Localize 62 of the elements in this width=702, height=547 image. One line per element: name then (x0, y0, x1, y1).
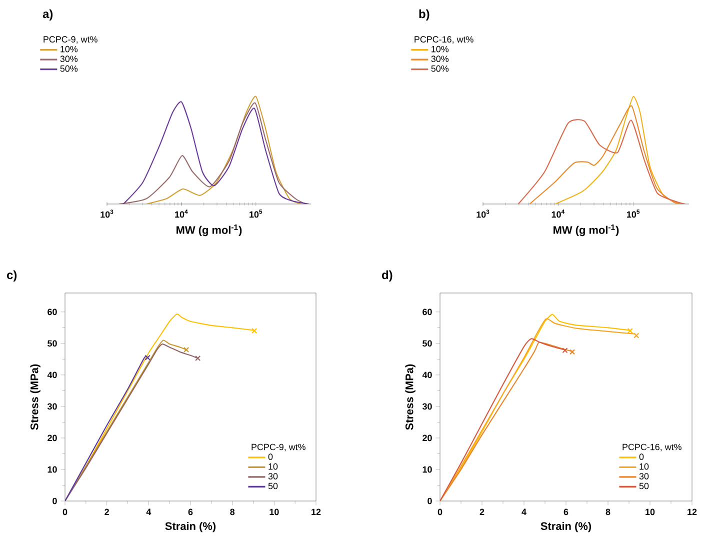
legend-label: 10% (432, 46, 449, 52)
legend-label: 50 (268, 482, 278, 490)
x-axis-title: Strain (%) (165, 522, 216, 532)
y-tick-label: 0 (52, 498, 57, 504)
x-tick-label: 2 (104, 508, 109, 516)
x-tick-label: 4 (522, 508, 526, 515)
y-tick-label: 20 (48, 434, 57, 442)
legend-title: PCPC-9, wt% (44, 36, 98, 44)
legend-label: 10% (60, 46, 78, 52)
legend-label: 30 (639, 473, 649, 480)
legend-label: 10 (268, 463, 278, 470)
y-tick-label: 40 (47, 372, 57, 378)
y-tick-label: 30 (47, 403, 57, 410)
legend-title: PCPC-16, wt% (622, 444, 682, 452)
x-axis-title: Strain (%) (540, 522, 592, 532)
x-tick-label: 6 (188, 508, 193, 516)
x-tick-label: 10$^{4}$ (175, 210, 188, 218)
y-tick-label: 60 (422, 308, 432, 316)
x-tick-label: 10 (646, 508, 655, 516)
y-axis-title: Stress (MPa) (30, 364, 40, 430)
chart-title: a) (42, 9, 53, 20)
y-tick-label: 50 (422, 340, 432, 347)
x-tick-label: 10 (270, 508, 279, 516)
x-tick-label: 10$^{5}$ (627, 210, 640, 218)
legend-label: 30% (431, 56, 449, 62)
x-tick-label: 10$^{5}$ (250, 210, 262, 218)
x-tick-label: 8 (606, 508, 610, 516)
legend-title: PCPC-9, wt% (252, 444, 306, 452)
x-tick-label: 10$^{3}$ (476, 210, 490, 218)
x-tick-label: 8 (230, 508, 235, 516)
y-tick-label: 10 (422, 466, 432, 473)
legend-label: 0 (639, 454, 644, 460)
y-tick-label: 0 (428, 498, 432, 504)
x-tick-label: 4 (146, 508, 152, 515)
legend-label: 10 (640, 463, 649, 470)
legend-label: 0 (268, 454, 273, 460)
legend-label: 50 (639, 482, 649, 490)
y-axis-title: Stress (MPa) (405, 364, 416, 430)
x-tick-label: 2 (480, 508, 484, 516)
y-tick-label: 50 (48, 340, 57, 347)
y-tick-label: 30 (422, 403, 432, 410)
chart-title: c) (6, 270, 17, 282)
legend-label: 30 (268, 473, 278, 480)
x-tick-label: 12 (312, 508, 321, 516)
x-tick-label: 10$^{4}$ (552, 210, 565, 218)
x-tick-label: 12 (688, 508, 697, 516)
x-tick-label: 0 (438, 508, 442, 516)
chart-title: d) (382, 270, 392, 282)
y-tick-label: 20 (422, 434, 432, 442)
legend-label: 50% (60, 65, 78, 72)
legend-title: PCPC-16, wt% (414, 36, 474, 44)
chart-title: b) (419, 9, 430, 20)
y-tick-label: 60 (48, 308, 57, 316)
x-axis-title: MW (g mol$^{-1}$) (176, 224, 242, 236)
legend-label: 30% (60, 56, 78, 62)
x-tick-label: 0 (62, 508, 68, 516)
y-tick-label: 10 (48, 466, 57, 473)
x-axis-title: MW (g mol$^{-1}$) (554, 224, 619, 236)
legend-label: 50% (431, 65, 449, 72)
x-tick-label: 6 (564, 508, 568, 516)
x-tick-label: 10$^{3}$ (100, 210, 114, 218)
y-tick-label: 40 (422, 372, 432, 378)
